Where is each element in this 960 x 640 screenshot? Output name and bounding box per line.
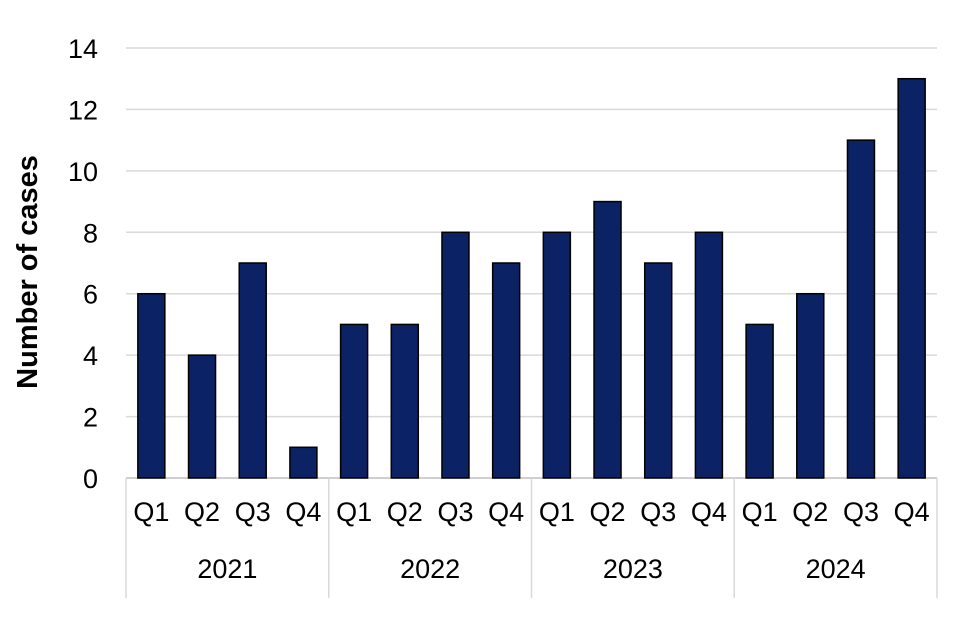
bar [694,231,724,479]
x-tick-label: Q4 [691,497,727,527]
x-axis: Q1 Q2 Q3 Q4 2021 Q1 Q2 Q3 Q4 2022 Q1 Q2 Q3 Q4 2023 Q1 Q2… [125,478,938,598]
bar [897,77,926,479]
x-tick-label: Q3 [235,497,271,527]
bar [542,231,572,479]
bars [137,77,926,479]
x-tick-label: Q4 [488,497,524,527]
y-axis: 0 2 4 6 8 10 12 14 [68,34,98,494]
x-tick-label: Q1 [133,497,169,527]
x-tick-label: Q3 [843,497,879,527]
bar [491,262,521,479]
x-tick-label: Q2 [184,497,220,527]
x-tick-label: Q4 [285,497,321,527]
bar [846,139,876,479]
bar [339,323,369,479]
bar [238,262,267,479]
x-tick-label: Q2 [792,497,828,527]
x-group-label: 2024 [806,554,866,584]
bar [187,354,217,479]
bar [745,323,774,479]
x-tick-label: Q2 [590,497,626,527]
bar [390,323,420,479]
x-tick-label: Q4 [894,497,930,527]
bar [441,231,470,479]
bar [796,292,825,479]
bar [289,446,318,479]
x-tick-label: Q2 [387,497,423,527]
y-tick-label: 6 [83,280,98,310]
y-tick-label: 2 [83,403,98,433]
y-tick-label: 12 [68,95,98,125]
x-group-label: 2021 [197,554,257,584]
y-tick-label: 8 [83,218,98,248]
x-tick-label: Q1 [336,497,372,527]
x-group-label: 2022 [400,554,460,584]
y-tick-label: 0 [83,464,98,494]
y-tick-label: 4 [83,341,98,371]
y-tick-label: 14 [68,34,98,64]
y-axis-label: Number of cases [12,155,44,389]
bar [643,262,673,479]
x-group-label: 2023 [603,554,663,584]
x-tick-label: Q3 [437,497,473,527]
bar [593,200,622,479]
x-tick-label: Q1 [742,497,778,527]
bar [137,292,166,479]
y-tick-label: 10 [68,157,98,187]
x-tick-label: Q1 [539,497,575,527]
x-tick-label: Q3 [640,497,676,527]
